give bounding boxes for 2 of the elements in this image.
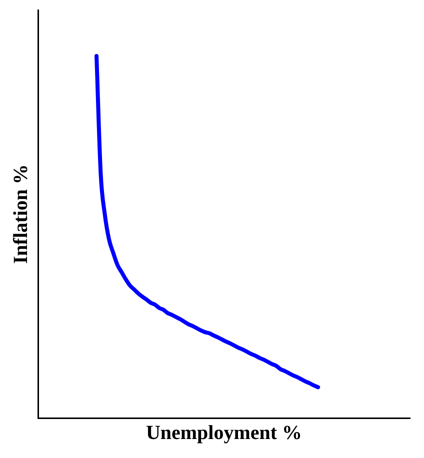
y-axis-title: Inflation %: [10, 164, 32, 264]
x-axis-title: Unemployment %: [146, 422, 302, 444]
